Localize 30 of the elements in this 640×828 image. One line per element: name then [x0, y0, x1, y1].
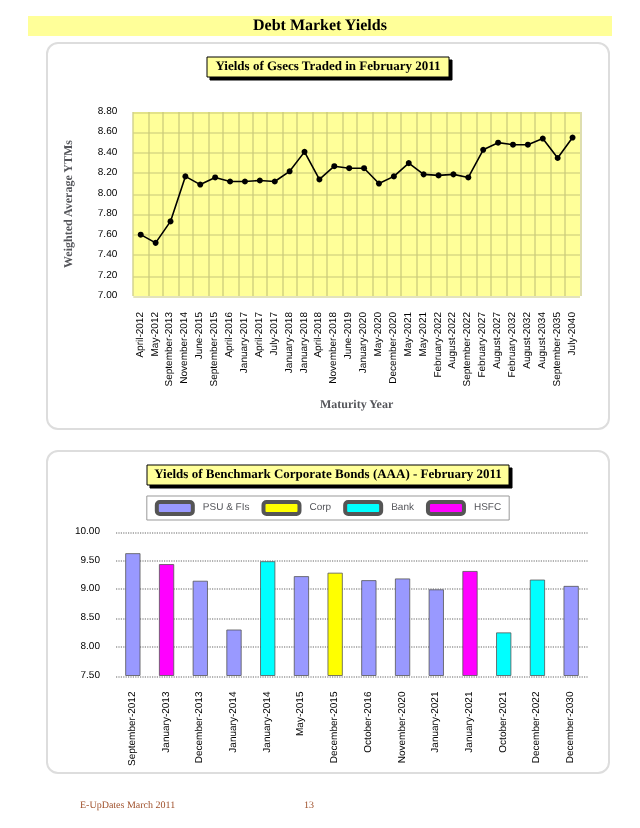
- point: [137, 231, 144, 238]
- point: [346, 165, 353, 172]
- text: Debt Market Yields: [28, 16, 612, 36]
- point: [197, 181, 204, 188]
- point: [182, 173, 189, 180]
- point: [539, 135, 546, 142]
- line-series: [137, 134, 576, 246]
- point: [256, 177, 263, 184]
- point: [554, 155, 561, 161]
- point: [480, 146, 487, 153]
- point: [286, 168, 293, 175]
- point: [465, 174, 472, 181]
- point: [390, 173, 397, 180]
- point: [212, 174, 219, 181]
- point: [375, 180, 382, 187]
- point: [152, 239, 159, 246]
- point: [435, 172, 442, 179]
- point: [316, 176, 323, 183]
- point: [301, 148, 308, 155]
- point: [450, 171, 457, 178]
- point: [331, 163, 338, 170]
- point: [495, 139, 502, 146]
- point: [405, 160, 412, 167]
- point: [227, 178, 234, 185]
- point: [241, 178, 248, 185]
- point: [569, 134, 576, 141]
- point: [420, 171, 427, 178]
- point: [510, 141, 516, 148]
- point: [524, 141, 531, 148]
- point: [361, 165, 368, 172]
